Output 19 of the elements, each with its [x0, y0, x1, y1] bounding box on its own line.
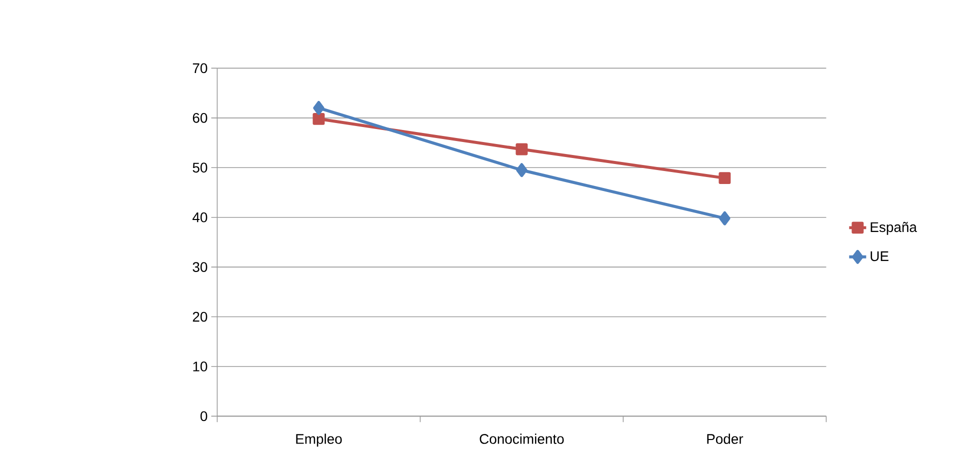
- point: [718, 172, 731, 184]
- y-tick-label: 50: [192, 162, 208, 173]
- y-tick-label: 40: [192, 212, 208, 222]
- point: [719, 211, 730, 226]
- legend-label: UE: [870, 251, 888, 262]
- point: [516, 163, 528, 178]
- x-tick-label: Poder: [707, 434, 744, 444]
- legend-label: España: [870, 222, 917, 235]
- x-tick-label: Conocimiento: [480, 434, 564, 444]
- y-tick-label: 70: [192, 63, 208, 74]
- y-tick-label: 20: [192, 312, 208, 322]
- point: [516, 143, 528, 156]
- y-tick-label: 30: [192, 262, 208, 272]
- y-tick-label: 60: [192, 112, 208, 123]
- point: [312, 112, 325, 125]
- y-tick-label: 0: [200, 411, 208, 422]
- x-tick-label: Empleo: [296, 434, 342, 447]
- point: [313, 101, 324, 115]
- y-tick-label: 10: [193, 362, 208, 372]
